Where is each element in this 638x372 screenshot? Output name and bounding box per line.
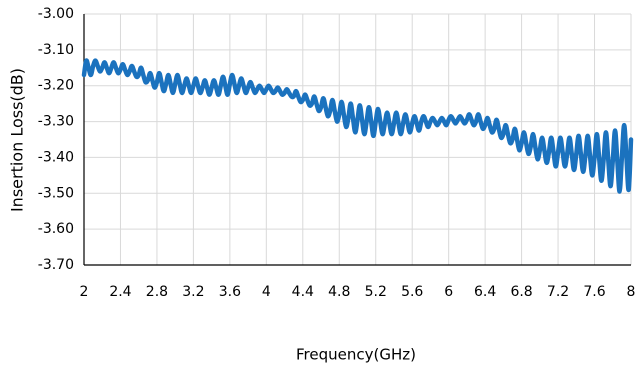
y-tick-label: -3.10 (38, 42, 74, 58)
y-axis-label: Insertion Loss(dB) (8, 68, 27, 212)
x-tick-label: 6.4 (474, 284, 496, 300)
x-tick-label: 7.2 (547, 284, 569, 300)
x-tick-label: 4.4 (292, 284, 314, 300)
x-tick-label: 5.2 (365, 284, 387, 300)
x-tick-label: 5.6 (401, 284, 423, 300)
x-tick-label: 2.4 (109, 284, 131, 300)
y-tick-label: -3.60 (38, 221, 74, 237)
x-axis-label: Frequency(GHz) (296, 346, 416, 364)
x-tick-label: 2.8 (146, 284, 168, 300)
y-tick-label: -3.40 (38, 149, 74, 165)
x-tick-label: 2 (80, 284, 89, 300)
y-tick-label: -3.70 (38, 257, 74, 273)
y-tick-label: -3.20 (38, 78, 74, 94)
x-tick-label: 6 (444, 284, 453, 300)
x-tick-label: 3.2 (182, 284, 204, 300)
x-tick-label: 6.8 (510, 284, 532, 300)
y-tick-label: -3.50 (38, 185, 74, 201)
x-tick-label: 8 (627, 284, 636, 300)
x-tick-label: 3.6 (219, 284, 241, 300)
x-tick-label: 4.8 (328, 284, 350, 300)
data-line (81, 58, 634, 194)
y-tick-label: -3.30 (38, 114, 74, 130)
x-tick-label: 4 (262, 284, 271, 300)
x-tick-label: 7.6 (583, 284, 605, 300)
y-tick-label: -3.00 (38, 6, 74, 22)
